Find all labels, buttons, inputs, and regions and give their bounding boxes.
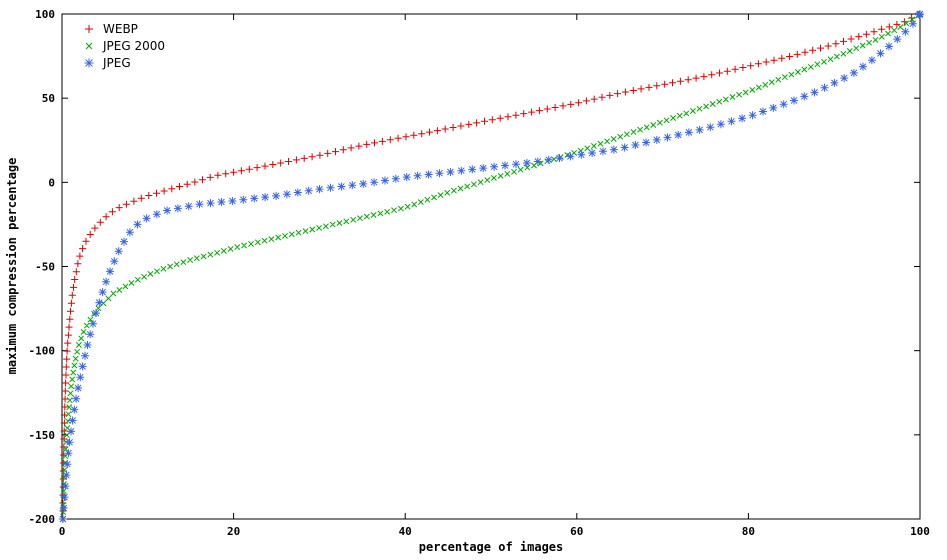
legend-item-jpeg: JPEG — [82, 56, 165, 70]
cross-marker-icon — [85, 42, 93, 50]
x-tick-label: 100 — [910, 525, 930, 538]
series-markers-jpeg — [58, 10, 924, 523]
x-tick-label: 60 — [570, 525, 583, 538]
legend-label: JPEG 2000 — [103, 39, 166, 53]
legend-label: JPEG — [103, 56, 131, 70]
plus-marker-icon — [85, 25, 93, 33]
series-markers-jpeg-2000 — [59, 11, 923, 522]
legend: WEBP JPEG 2000 JPEG — [82, 22, 165, 70]
y-tick-label: 50 — [42, 92, 55, 105]
x-tick-label: 40 — [399, 525, 412, 538]
x-tick-label: 0 — [59, 525, 66, 538]
y-tick-label: -50 — [35, 261, 55, 274]
y-axis-label: maximum compression percentage — [5, 158, 19, 375]
plot-border — [61, 13, 921, 520]
legend-item-webp: WEBP — [82, 22, 165, 36]
y-tick-label: -150 — [29, 429, 56, 442]
x-tick-label: 80 — [742, 525, 755, 538]
x-tick-label: 20 — [227, 525, 240, 538]
y-tick-label: -200 — [29, 513, 56, 526]
y-tick-label: 0 — [48, 176, 55, 189]
asterisk-marker-icon — [84, 58, 94, 68]
x-axis-label: percentage of images — [419, 540, 564, 554]
y-tick-label: 100 — [35, 8, 55, 21]
y-tick-label: -100 — [29, 345, 56, 358]
series-markers-webp — [59, 10, 924, 523]
legend-label: WEBP — [103, 22, 138, 36]
legend-item-jpeg2000: JPEG 2000 — [82, 39, 165, 53]
